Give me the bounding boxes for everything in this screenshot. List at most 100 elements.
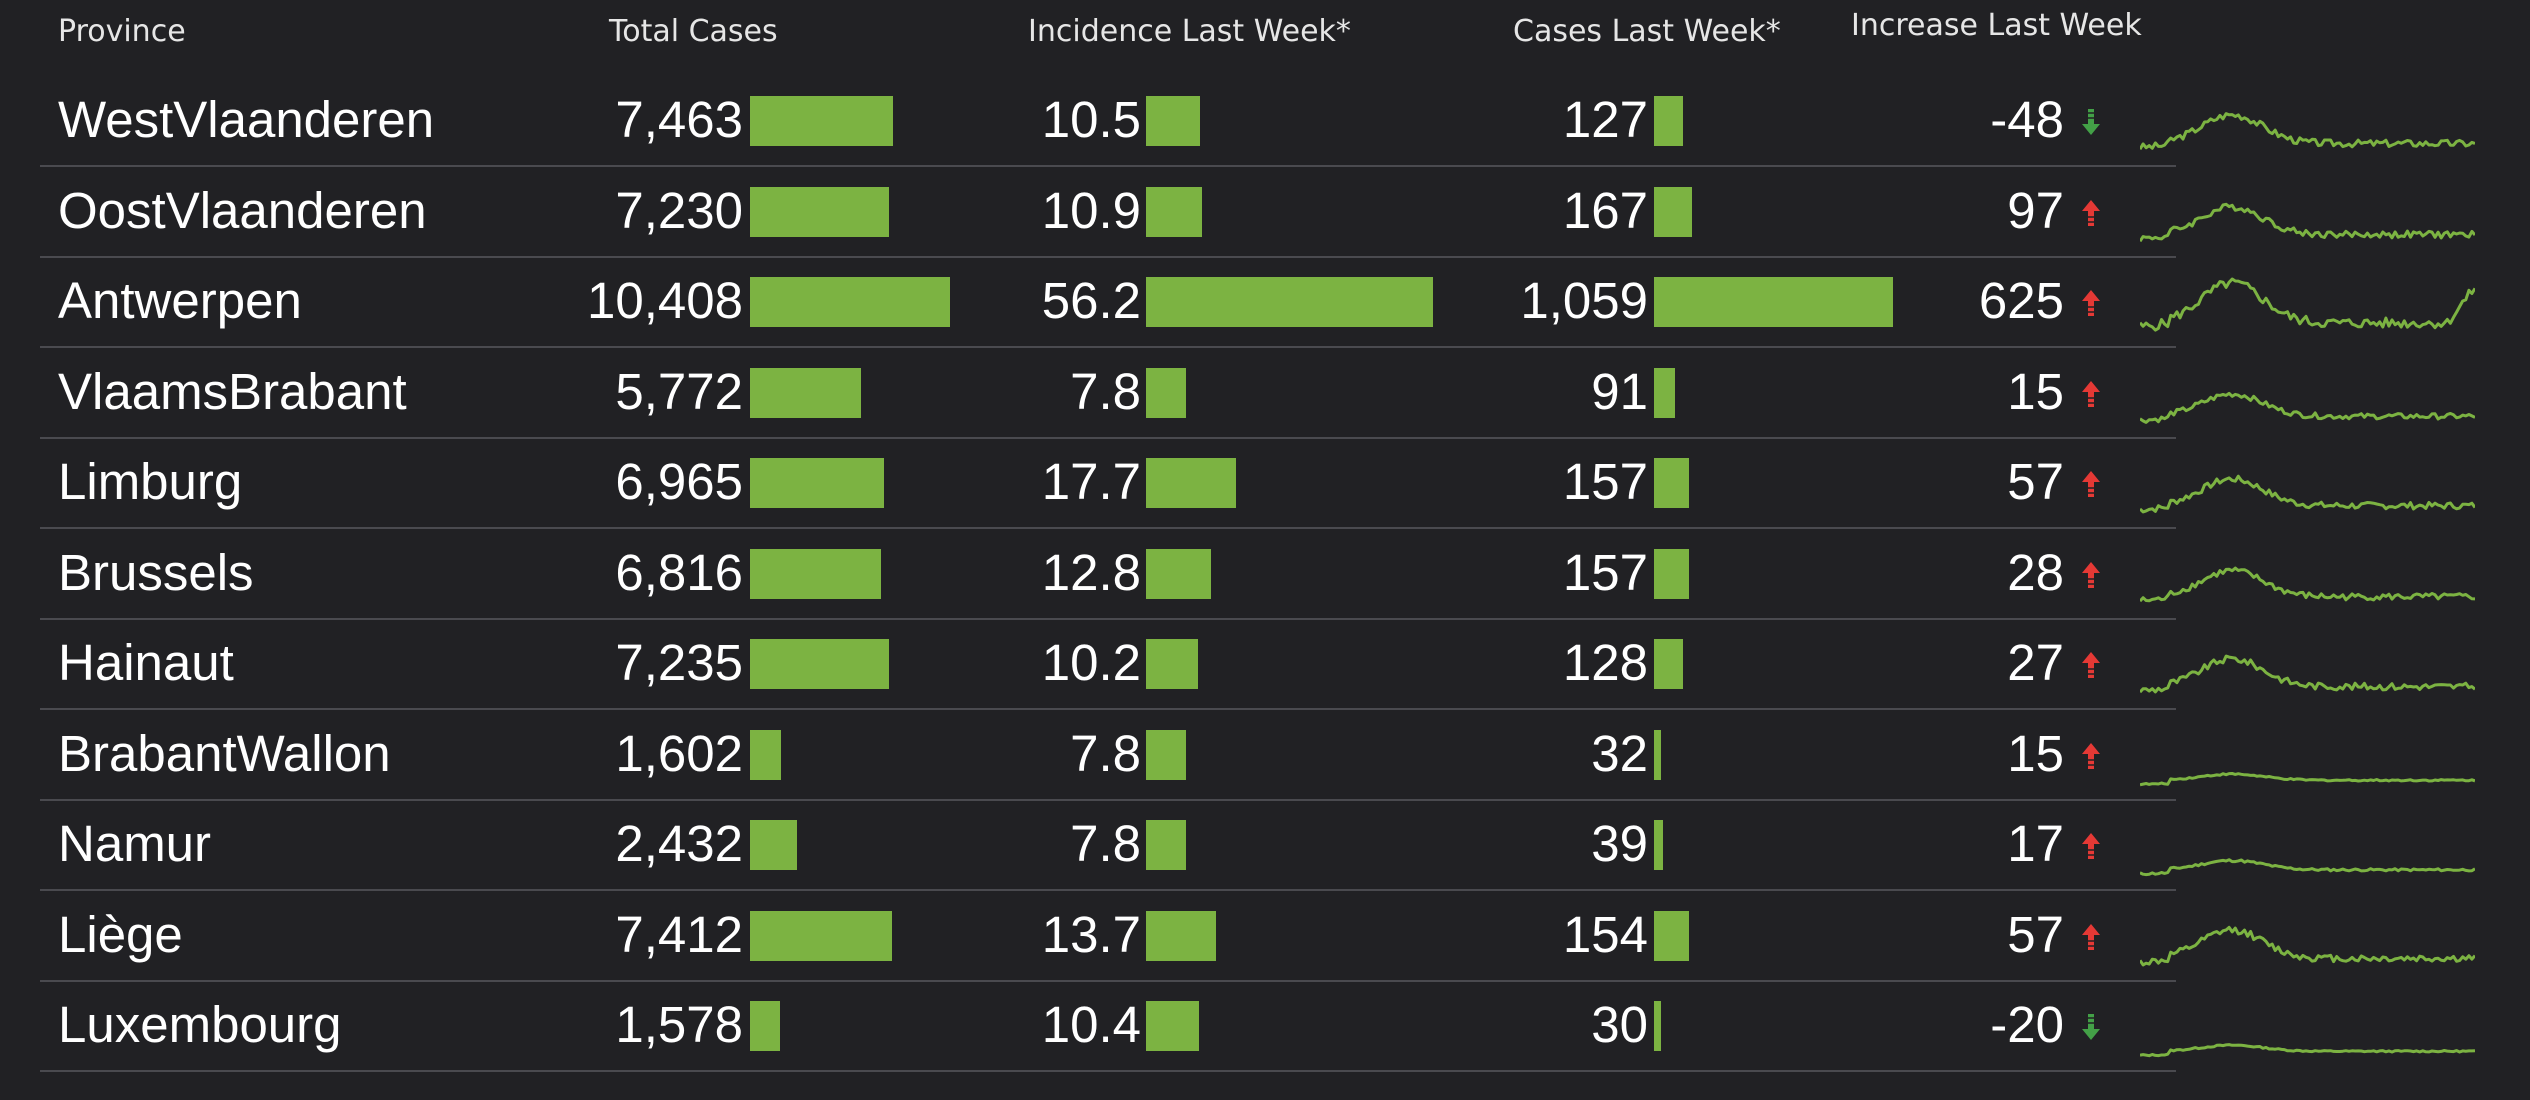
total-cases-bar — [750, 367, 861, 418]
table-row: Hainaut 7,235 10.2 128 27 — [40, 618, 2475, 710]
total-cases-bar — [750, 96, 894, 146]
incidence-value: 10.4 — [1041, 996, 1141, 1053]
table-row: VlaamsBrabant 5,772 7.8 91 15 — [40, 347, 2475, 439]
incidence-bar — [1146, 729, 1186, 780]
incidence-value: 17.7 — [1041, 453, 1141, 510]
total-cases-bar — [750, 639, 889, 689]
cases-last-week-value: 157 — [1562, 543, 1648, 601]
incidence-bar — [1146, 458, 1237, 508]
header-total-cases: Total Cases — [609, 14, 778, 49]
total-cases-bar — [750, 910, 893, 961]
incidence-value: 7.8 — [1070, 724, 1141, 782]
increase-value: 27 — [2007, 634, 2064, 691]
cases-last-week-bar — [1654, 910, 1689, 961]
table-row: Liège 7,412 13.7 154 57 — [40, 890, 2475, 982]
cases-last-week-bar — [1654, 186, 1692, 237]
arrow-up-icon — [2080, 198, 2102, 228]
trend-sparkline — [2140, 277, 2475, 332]
increase-value: 97 — [2007, 181, 2064, 239]
incidence-value: 7.8 — [1070, 815, 1141, 872]
table-row: OostVlaanderen 7,230 10.9 167 97 — [40, 166, 2475, 258]
increase-value: 57 — [2007, 905, 2064, 963]
arrow-up-icon — [2080, 288, 2102, 318]
province-name: Brussels — [58, 543, 254, 601]
header-cases-last-week: Cases Last Week* — [1513, 14, 1781, 49]
cases-last-week-value: 128 — [1562, 634, 1648, 691]
total-cases-value: 10,408 — [587, 272, 743, 329]
arrow-down-icon — [2080, 107, 2102, 137]
increase-value: 28 — [2007, 543, 2064, 601]
cases-last-week-value: 157 — [1562, 453, 1648, 510]
total-cases-bar — [750, 1001, 781, 1051]
total-cases-value: 7,230 — [615, 181, 743, 239]
incidence-bar — [1146, 277, 1433, 327]
increase-value: 15 — [2007, 724, 2064, 782]
total-cases-bar — [750, 186, 889, 237]
incidence-bar — [1146, 820, 1186, 870]
total-cases-value: 2,432 — [615, 815, 743, 872]
header-province: Province — [58, 14, 186, 49]
total-cases-bar — [750, 820, 797, 870]
table-row: Luxembourg 1,578 10.4 30 -20 — [40, 980, 2475, 1072]
arrow-up-icon — [2080, 379, 2102, 409]
total-cases-value: 6,816 — [615, 543, 743, 601]
arrow-up-icon — [2080, 831, 2102, 861]
table-row: Limburg 6,965 17.7 157 57 — [40, 437, 2475, 529]
province-name: Antwerpen — [58, 272, 302, 329]
table-row: Antwerpen 10,408 56.2 1,059 625 — [40, 256, 2475, 348]
cases-last-week-bar — [1654, 548, 1690, 599]
incidence-value: 13.7 — [1041, 905, 1141, 963]
incidence-value: 12.8 — [1041, 543, 1141, 601]
cases-last-week-bar — [1654, 1001, 1661, 1051]
incidence-bar — [1146, 367, 1186, 418]
trend-sparkline — [2140, 391, 2475, 424]
increase-value: 57 — [2007, 453, 2064, 510]
province-name: Liège — [58, 905, 183, 963]
province-name: Limburg — [58, 453, 243, 510]
total-cases-value: 1,578 — [615, 996, 743, 1053]
incidence-value: 10.5 — [1041, 91, 1141, 148]
increase-value: -48 — [1990, 91, 2064, 148]
total-cases-value: 7,235 — [615, 634, 743, 691]
province-name: OostVlaanderen — [58, 181, 427, 239]
incidence-bar — [1146, 639, 1199, 689]
arrow-up-icon — [2080, 650, 2102, 680]
total-cases-value: 7,412 — [615, 905, 743, 963]
table-row: Brussels 6,816 12.8 157 28 — [40, 528, 2475, 620]
incidence-bar — [1146, 186, 1202, 237]
trend-sparkline — [2140, 925, 2475, 966]
province-name: Hainaut — [58, 634, 234, 691]
trend-sparkline — [2140, 474, 2475, 514]
province-name: BrabantWallon — [58, 724, 391, 782]
arrow-up-icon — [2080, 560, 2102, 590]
cases-last-week-value: 91 — [1591, 362, 1648, 420]
total-cases-bar — [750, 277, 950, 327]
arrow-down-icon — [2080, 1012, 2102, 1042]
arrow-up-icon — [2080, 741, 2102, 771]
cases-last-week-bar — [1654, 639, 1683, 689]
trend-sparkline — [2140, 771, 2475, 786]
cases-last-week-bar — [1654, 367, 1675, 418]
header-increase-last-week: Increase Last Week — [1851, 8, 2142, 43]
province-name: Namur — [58, 815, 212, 872]
table-row: Namur 2,432 7.8 39 17 — [40, 799, 2475, 891]
increase-value: 15 — [2007, 362, 2064, 420]
cases-last-week-value: 167 — [1562, 181, 1648, 239]
incidence-value: 10.2 — [1041, 634, 1141, 691]
total-cases-value: 1,602 — [615, 724, 743, 782]
trend-sparkline — [2140, 654, 2475, 694]
incidence-value: 56.2 — [1041, 272, 1141, 329]
cases-last-week-bar — [1654, 458, 1690, 508]
cases-last-week-value: 154 — [1562, 905, 1648, 963]
incidence-bar — [1146, 96, 1200, 146]
cases-last-week-bar — [1654, 96, 1683, 146]
total-cases-value: 7,463 — [615, 91, 743, 148]
cases-last-week-value: 39 — [1591, 815, 1648, 872]
trend-sparkline — [2140, 202, 2475, 242]
total-cases-bar — [750, 729, 781, 780]
arrow-up-icon — [2080, 469, 2102, 499]
province-name: VlaamsBrabant — [58, 362, 407, 420]
incidence-bar — [1146, 1001, 1200, 1051]
increase-value: 17 — [2007, 815, 2064, 872]
cases-last-week-value: 30 — [1591, 996, 1648, 1053]
